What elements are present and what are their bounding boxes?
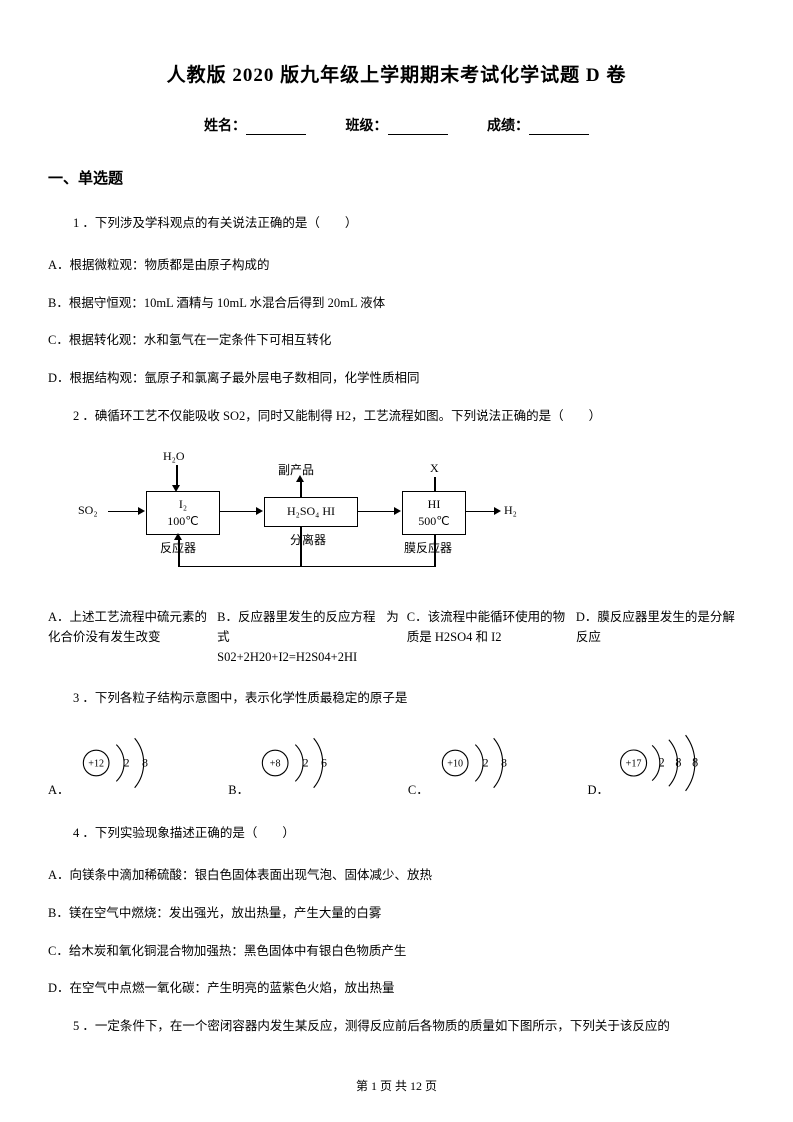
q4-option-b: B．镁在空气中燃烧：发出强光，放出热量，产生大量的白雾 — [48, 902, 745, 926]
svg-text:6: 6 — [321, 756, 327, 770]
q2-options: A．上述工艺流程中硫元素的化合价没有发生改变 B．反应器里发生的反应方程式 S0… — [48, 607, 745, 667]
diagram-x-label: X — [430, 461, 439, 476]
q4-option-c: C．给木炭和氧化铜混合物加强热：黑色固体中有银白色物质产生 — [48, 940, 745, 964]
diagram-arrow — [358, 511, 396, 513]
diagram-arrow — [220, 511, 258, 513]
q1-option-a: A．根据微粒观：物质都是由原子构成的 — [48, 254, 745, 278]
svg-text:2: 2 — [659, 756, 665, 770]
diagram-box3-line1: HI — [428, 496, 441, 512]
name-label: 姓名： — [204, 119, 246, 134]
diagram-arrowhead — [296, 475, 304, 482]
q3-atoms-row: A． +12 2 8 B． +8 2 6 C． +10 2 8 — [48, 728, 745, 798]
svg-text:+17: +17 — [626, 759, 642, 770]
score-field: 成绩： — [487, 115, 589, 135]
diagram-arrowhead — [494, 507, 501, 515]
diagram-so2-label: SO₂ — [78, 503, 98, 518]
diagram-arrowhead — [174, 533, 182, 540]
q2-option-d: D．膜反应器里发生的是分解反应 — [576, 607, 745, 647]
atom-diagram-d: +17 2 8 8 — [615, 728, 745, 798]
q2-option-b: B．反应器里发生的反应方程式 S02+2H20+I2=H2S04+2HI — [217, 607, 386, 667]
q2-option-c: C．该流程中能循环使用的物质是 H2SO4 和 I2 — [407, 607, 576, 647]
diagram-arrow — [300, 481, 302, 497]
diagram-arrow — [176, 465, 178, 487]
q1-option-b: B．根据守恒观：10mL 酒精与 10mL 水混合后得到 20mL 液体 — [48, 292, 745, 316]
q3-atom-a: A． +12 2 8 — [48, 728, 186, 798]
diagram-box3-caption: 膜反应器 — [404, 539, 452, 556]
diagram-arrowhead — [256, 507, 263, 515]
svg-text:8: 8 — [692, 756, 698, 770]
svg-text:+10: +10 — [447, 759, 463, 770]
q3-atom-c: C． +10 2 8 — [408, 728, 545, 798]
diagram-box3-line2: 500℃ — [418, 513, 449, 529]
q2-stem: 2 ．碘循环工艺不仅能吸收 SO2，同时又能制得 H2，工艺流程如图。下列说法正… — [48, 405, 745, 429]
diagram-h2-label: H₂ — [504, 503, 517, 518]
name-blank — [246, 134, 306, 135]
page-title: 人教版 2020 版九年级上学期期末考试化学试题 D 卷 — [48, 60, 745, 87]
diagram-box2-line1: H₂SO₄ HI — [287, 503, 335, 519]
atom-diagram-a: +12 2 8 — [76, 728, 186, 798]
q1-stem: 1 ．下列涉及学科观点的有关说法正确的是（ ） — [48, 212, 745, 236]
diagram-box-membrane: HI 500℃ — [402, 491, 466, 535]
diagram-arrow — [466, 511, 496, 513]
q3-stem: 3 ．下列各粒子结构示意图中，表示化学性质最稳定的原子是 — [48, 687, 745, 711]
svg-text:8: 8 — [142, 756, 148, 770]
diagram-box2-caption: 分离器 — [290, 531, 326, 548]
diagram-box-separator: H₂SO₄ HI — [264, 497, 358, 527]
q5-stem: 5 ．一定条件下，在一个密闭容器内发生某反应，测得反应前后各物质的质量如下图所示… — [48, 1015, 745, 1039]
q3-atom-d: D． +17 2 8 8 — [587, 728, 745, 798]
name-field: 姓名： — [204, 115, 306, 135]
q1-option-c: C．根据转化观：水和氢气在一定条件下可相互转化 — [48, 329, 745, 353]
score-blank — [529, 134, 589, 135]
diagram-box1-line2: 100℃ — [167, 513, 198, 529]
diagram-box-reactor: I₂ 100℃ — [146, 491, 220, 535]
svg-text:+12: +12 — [88, 759, 104, 770]
svg-text:+8: +8 — [270, 759, 281, 770]
diagram-arrow — [178, 566, 436, 568]
section-header: 一、单选题 — [48, 167, 745, 188]
q2-b-mid: 为 — [386, 607, 407, 627]
student-info-line: 姓名： 班级： 成绩： — [48, 115, 745, 135]
q2-diagram: SO₂ H₂O I₂ 100℃ 反应器 副产品 H₂SO₄ HI 分离器 X H… — [78, 447, 745, 587]
q4-stem: 4 ．下列实验现象描述正确的是（ ） — [48, 822, 745, 846]
q1-option-d: D．根据结构观：氩原子和氯离子最外层电子数相同，化学性质相同 — [48, 367, 745, 391]
svg-text:8: 8 — [501, 756, 507, 770]
q4-option-d: D．在空气中点燃一氧化碳：产生明亮的蓝紫色火焰，放出热量 — [48, 977, 745, 1001]
q2-option-a: A．上述工艺流程中硫元素的化合价没有发生改变 — [48, 607, 217, 647]
svg-text:8: 8 — [675, 756, 681, 770]
class-field: 班级： — [346, 115, 448, 135]
class-blank — [388, 134, 448, 135]
page-number: 第 1 页 共 12 页 — [0, 1077, 793, 1094]
diagram-arrowhead — [394, 507, 401, 515]
diagram-arrow — [108, 511, 140, 513]
svg-text:2: 2 — [123, 756, 129, 770]
diagram-arrow — [178, 537, 180, 567]
q3-label-b: B． — [228, 779, 249, 798]
svg-text:2: 2 — [482, 756, 488, 770]
q3-atom-b: B． +8 2 6 — [228, 728, 365, 798]
q3-label-a: A． — [48, 779, 70, 798]
diagram-h2o-label: H₂O — [163, 449, 185, 464]
q3-label-c: C． — [408, 779, 429, 798]
q3-label-d: D． — [587, 779, 609, 798]
atom-diagram-c: +10 2 8 — [435, 728, 545, 798]
diagram-arrow — [300, 527, 302, 567]
svg-text:2: 2 — [303, 756, 309, 770]
diagram-box1-line1: I₂ — [179, 496, 187, 512]
atom-diagram-b: +8 2 6 — [255, 728, 365, 798]
diagram-arrowhead — [138, 507, 145, 515]
q2-b-l2: S02+2H20+I2=H2S04+2HI — [217, 650, 357, 664]
score-label: 成绩： — [487, 119, 529, 134]
class-label: 班级： — [346, 119, 388, 134]
diagram-arrow — [434, 535, 436, 567]
q4-option-a: A．向镁条中滴加稀硫酸：银白色固体表面出现气泡、固体减少、放热 — [48, 864, 745, 888]
q2-b-l1: B．反应器里发生的反应方程式 — [217, 610, 375, 644]
